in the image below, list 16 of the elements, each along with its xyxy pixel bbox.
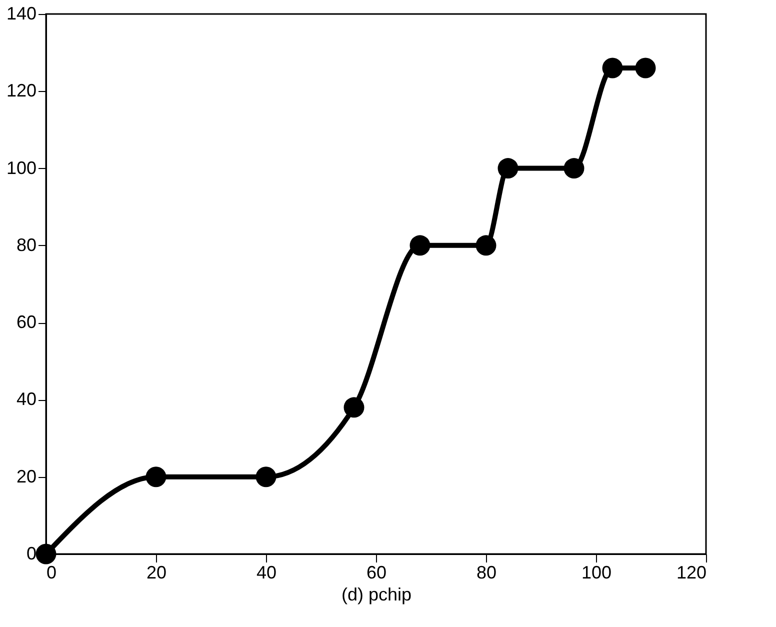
x-tick-label: 100: [581, 562, 612, 582]
x-axis-title: (d) pchip: [341, 584, 412, 604]
y-tick-label: 120: [6, 80, 36, 101]
x-tick-label: 60: [366, 562, 387, 582]
x-tick-label: 40: [256, 562, 277, 582]
y-tick-label: 80: [16, 234, 36, 255]
y-tick-label: 40: [16, 389, 36, 410]
y-tick-label: 140: [6, 4, 36, 24]
x-tick-label: 80: [476, 562, 497, 582]
y-tick-label: 20: [16, 466, 36, 486]
x-tick-label: 120: [676, 562, 706, 582]
y-tick-label: 0: [26, 544, 36, 564]
x-tick-label: 0: [46, 562, 57, 582]
y-tick-label: 60: [16, 312, 36, 332]
y-tick-label: 100: [6, 158, 36, 178]
x-tick-label: 20: [146, 562, 167, 582]
